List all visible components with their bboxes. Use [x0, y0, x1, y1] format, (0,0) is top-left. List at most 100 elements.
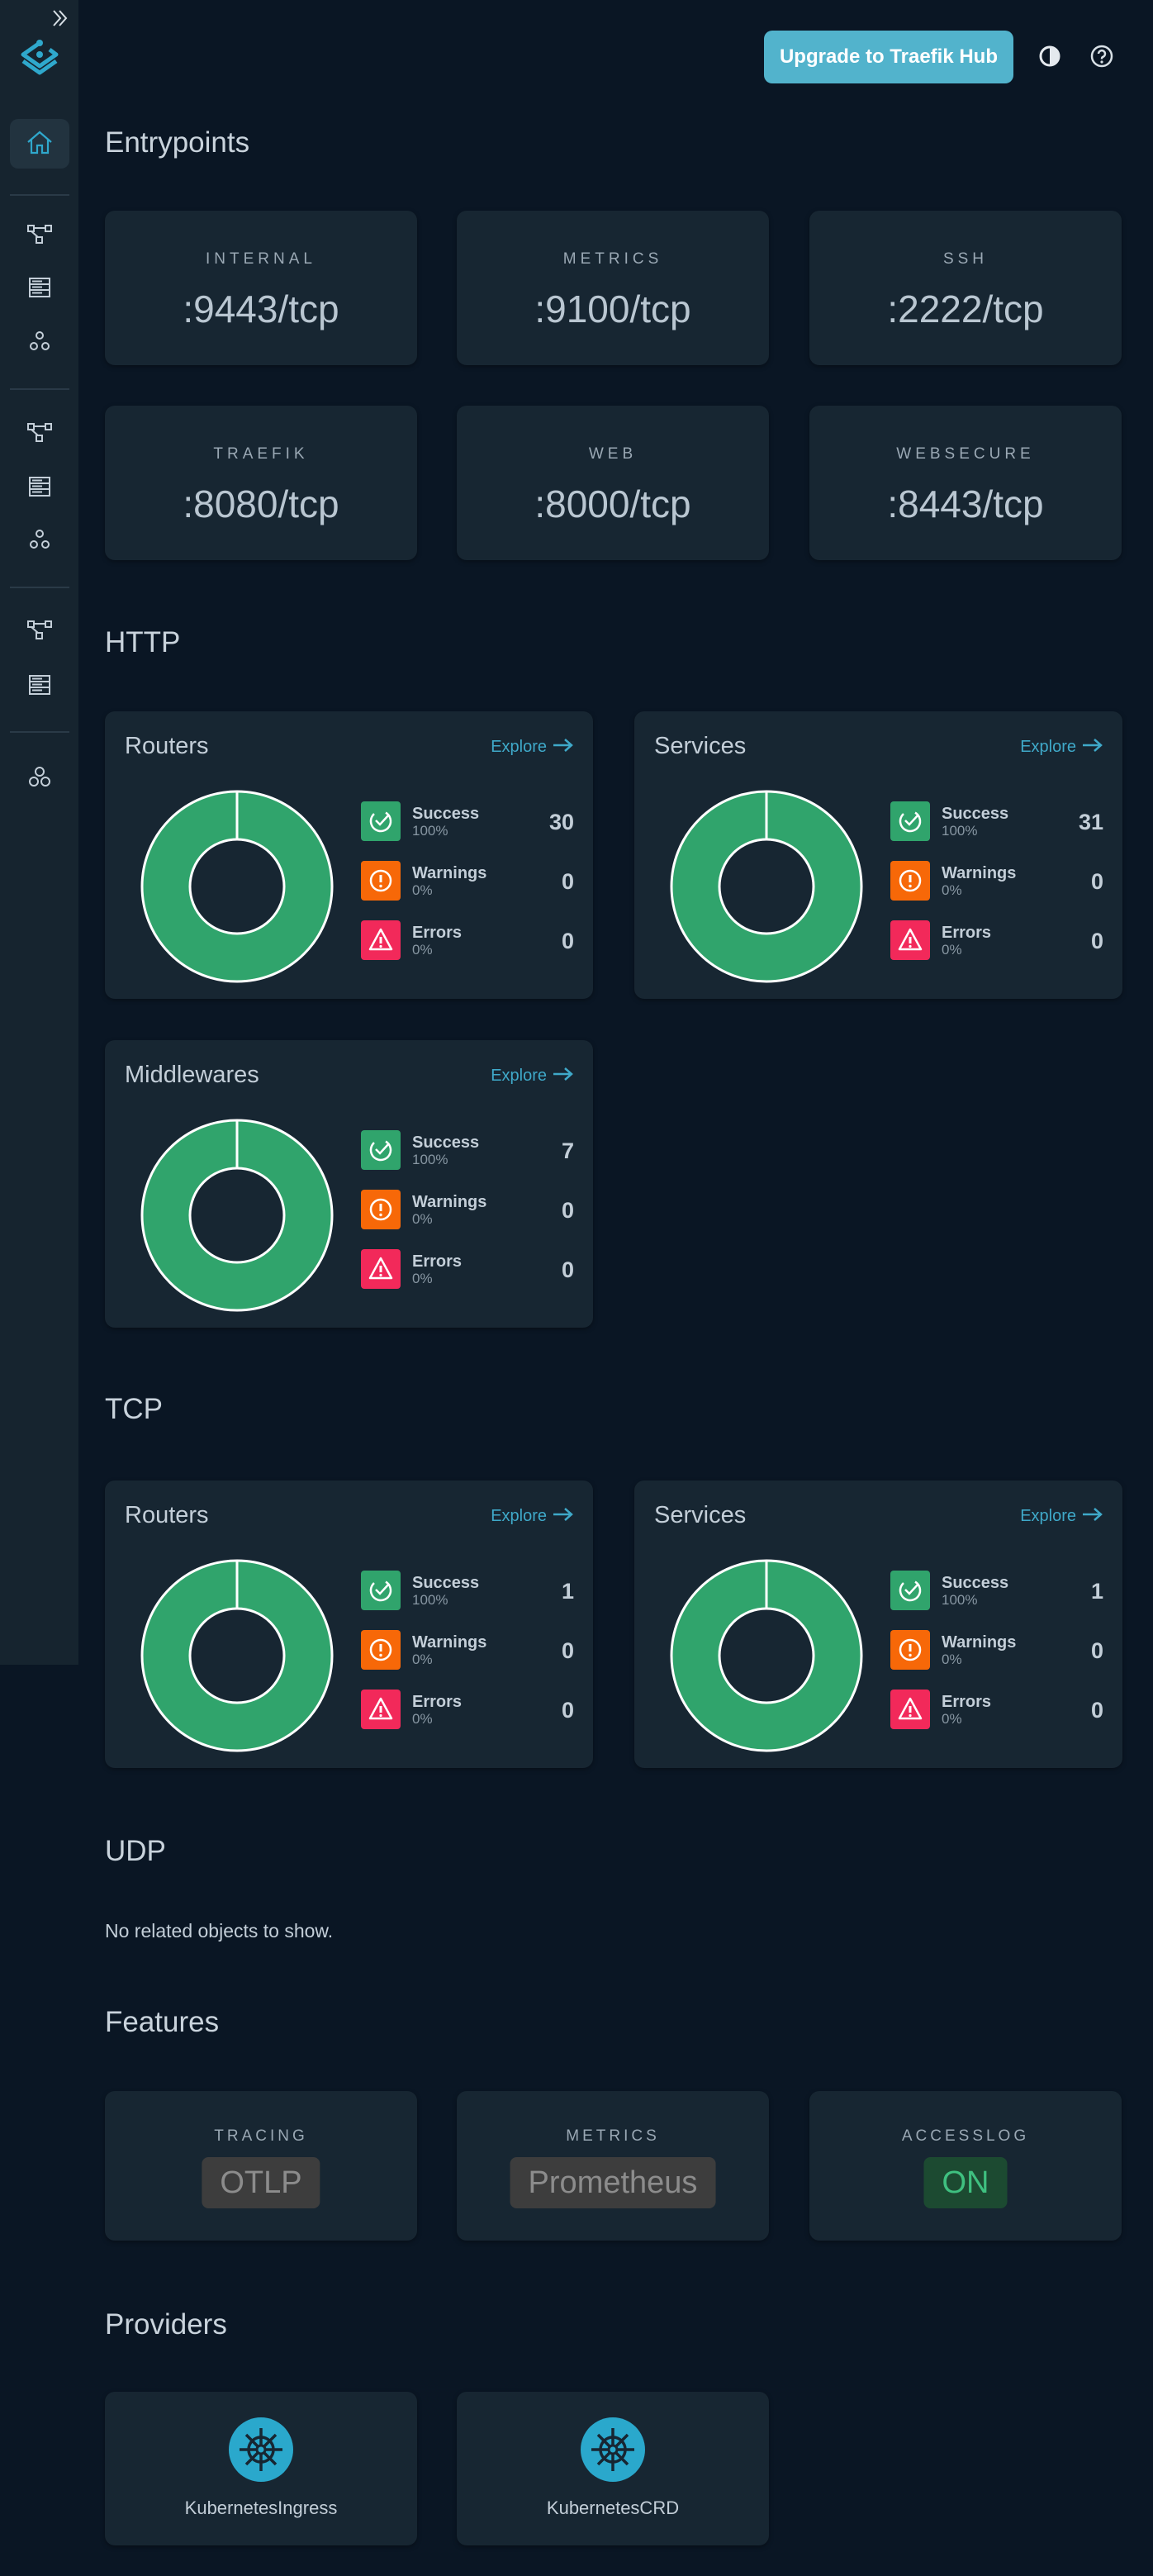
entrypoint-name: WEB [588, 445, 638, 463]
expand-sidebar-icon[interactable] [51, 8, 69, 28]
legend-label: Errors [412, 1252, 463, 1271]
entrypoint-name: TRAEFIK [213, 445, 309, 463]
help-icon[interactable] [1089, 43, 1115, 69]
legend-count: 0 [1090, 1698, 1103, 1723]
success-badge [361, 801, 401, 841]
sidebar-item-4[interactable] [23, 416, 56, 449]
traefik-logo-icon[interactable] [18, 38, 61, 78]
upgrade-button[interactable]: Upgrade to Traefik Hub [764, 31, 1013, 83]
legend-success: Success 100% 30 [361, 801, 574, 843]
udp-title: UDP [105, 1835, 166, 1867]
warnings-badge [890, 1630, 930, 1670]
explore-link[interactable]: Explore [491, 1065, 575, 1086]
tcp-services-card: Services Explore Success 100% 1 Warnings 0% 0 Er… [634, 1480, 1122, 1768]
entrypoint-card: INTERNAL:9443/tcp [105, 211, 417, 365]
status-donut-chart [670, 1559, 863, 1752]
legend-label: Errors [412, 924, 463, 942]
feature-value-badge: ON [923, 2157, 1008, 2208]
feature-value-badge: OTLP [202, 2157, 320, 2208]
entrypoint-name: METRICS [562, 250, 663, 268]
legend-label: Warnings [412, 1633, 487, 1652]
middlewares-icon [30, 331, 50, 350]
http-title: HTTP [105, 626, 181, 658]
contrast-icon[interactable] [1037, 43, 1063, 69]
legend-label: Success [942, 805, 1009, 823]
legend-count: 7 [561, 1138, 574, 1163]
explore-link[interactable]: Explore [491, 1505, 575, 1526]
errors-badge [890, 920, 930, 960]
legend-count: 0 [561, 929, 574, 953]
success-check-icon [369, 810, 392, 833]
home-icon [27, 131, 52, 154]
arrow-right-icon [553, 739, 573, 752]
entrypoint-address: :8080/tcp [183, 482, 339, 525]
sidebar-item-8[interactable] [23, 668, 56, 701]
warning-icon [369, 1198, 392, 1221]
legend-percent: 100% [412, 823, 448, 839]
sidebar-item-2[interactable] [23, 271, 56, 304]
legend-label: Success [412, 805, 480, 823]
legend-count: 0 [561, 1198, 574, 1223]
success-badge [361, 1571, 401, 1610]
sidebar [0, 0, 78, 1665]
legend-count: 1 [1090, 1579, 1103, 1604]
legend-label: Success [412, 1574, 480, 1592]
legend-count: 0 [1090, 869, 1103, 894]
feature-name: ACCESSLOG [901, 2127, 1030, 2145]
entrypoint-card: TRAEFIK :8080/tcp [105, 406, 417, 560]
kubernetes-icon [581, 2417, 645, 2482]
explore-label: Explore [491, 1067, 547, 1085]
sidebar-item-0[interactable] [23, 127, 56, 160]
legend-warnings: Warnings 0% 0 [361, 861, 574, 902]
sidebar-item-5[interactable] [23, 470, 56, 503]
legend-label: Warnings [412, 864, 487, 882]
entrypoint-card: SSH:2222/tcp [809, 211, 1122, 365]
success-check-icon [899, 810, 922, 833]
status-donut-chart [670, 790, 863, 983]
sidebar-item-7[interactable] [23, 613, 56, 646]
provider-card[interactable]: KubernetesIngress [105, 2392, 417, 2545]
warning-icon [899, 1638, 922, 1661]
legend-count: 0 [561, 1638, 574, 1663]
explore-link[interactable]: Explore [1020, 736, 1104, 757]
legend-label: Success [412, 1134, 480, 1152]
arrow-right-icon [1083, 1508, 1103, 1521]
warnings-badge [361, 1190, 401, 1229]
sidebar-item-9[interactable] [23, 761, 56, 794]
legend-label: Warnings [412, 1193, 487, 1211]
legend-label: Errors [412, 1693, 463, 1711]
legend-count: 0 [561, 869, 574, 894]
providers-title: Providers [105, 2308, 227, 2341]
legend-percent: 100% [412, 1592, 448, 1608]
card-title: Services [654, 733, 747, 759]
legend-count: 31 [1078, 810, 1103, 834]
entrypoint-name: WEBSECURE [896, 445, 1035, 463]
error-triangle-icon [898, 928, 923, 951]
legend-percent: 100% [412, 1152, 448, 1167]
errors-badge [361, 1249, 401, 1289]
legend-label: Errors [942, 1693, 992, 1711]
legend-percent: 0% [412, 1652, 433, 1667]
legend-percent: 0% [412, 1211, 433, 1227]
feature-name: METRICS [566, 2127, 660, 2145]
explore-label: Explore [1020, 738, 1076, 756]
sidebar-item-6[interactable] [23, 524, 56, 557]
explore-link[interactable]: Explore [1020, 1505, 1104, 1526]
legend-errors: Errors 0% 0 [361, 1690, 574, 1731]
explore-link[interactable]: Explore [491, 736, 575, 757]
feature-value-badge: Prometheus [510, 2157, 716, 2208]
sidebar-item-1[interactable] [23, 217, 56, 250]
entrypoint-address: :9443/tcp [183, 288, 339, 330]
legend-success: Success 100% 1 [890, 1571, 1103, 1612]
sidebar-item-3[interactable] [23, 326, 56, 359]
warnings-badge [890, 861, 930, 901]
status-donut-chart [140, 1119, 334, 1312]
card-title: Middlewares [125, 1062, 259, 1088]
legend-warnings: Warnings 0% 0 [361, 1630, 574, 1671]
warnings-badge [361, 1630, 401, 1670]
provider-card[interactable]: KubernetesCRD [457, 2392, 769, 2545]
services-icon [29, 278, 50, 297]
error-triangle-icon [368, 1697, 393, 1720]
entrypoint-card: METRICS:9100/tcp [457, 211, 769, 365]
legend-percent: 0% [942, 882, 962, 898]
